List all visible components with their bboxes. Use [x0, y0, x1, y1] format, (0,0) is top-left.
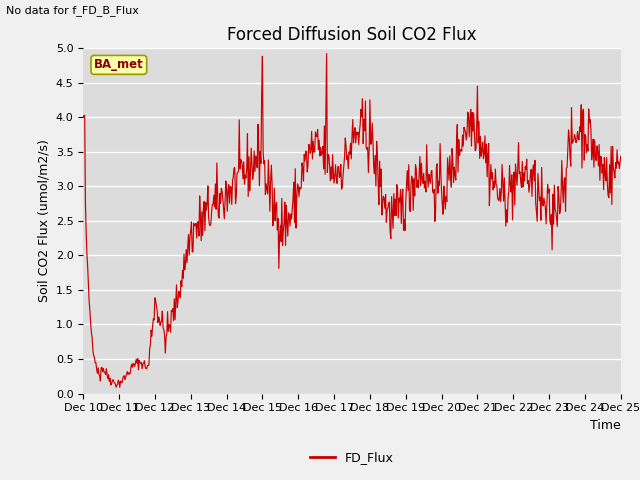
FD_Flux	[221, 199, 229, 204]
FD_Flux	[345, 149, 353, 155]
Line: FD_Flux: FD_Flux	[83, 54, 621, 387]
X-axis label: Time: Time	[590, 419, 621, 432]
Title: Forced Diffusion Soil CO2 Flux: Forced Diffusion Soil CO2 Flux	[227, 25, 477, 44]
FD_Flux	[79, 113, 87, 119]
FD_Flux	[451, 164, 458, 170]
Text: No data for f_FD_B_Flux: No data for f_FD_B_Flux	[6, 5, 140, 16]
Y-axis label: Soil CO2 Flux (umol/m2/s): Soil CO2 Flux (umol/m2/s)	[37, 139, 50, 302]
FD_Flux	[397, 220, 405, 226]
FD_Flux	[116, 384, 124, 390]
FD_Flux	[323, 51, 330, 57]
Legend: FD_Flux: FD_Flux	[305, 446, 399, 469]
FD_Flux	[617, 153, 625, 159]
FD_Flux	[198, 209, 206, 215]
FD_Flux	[569, 139, 577, 144]
Text: BA_met: BA_met	[94, 59, 144, 72]
